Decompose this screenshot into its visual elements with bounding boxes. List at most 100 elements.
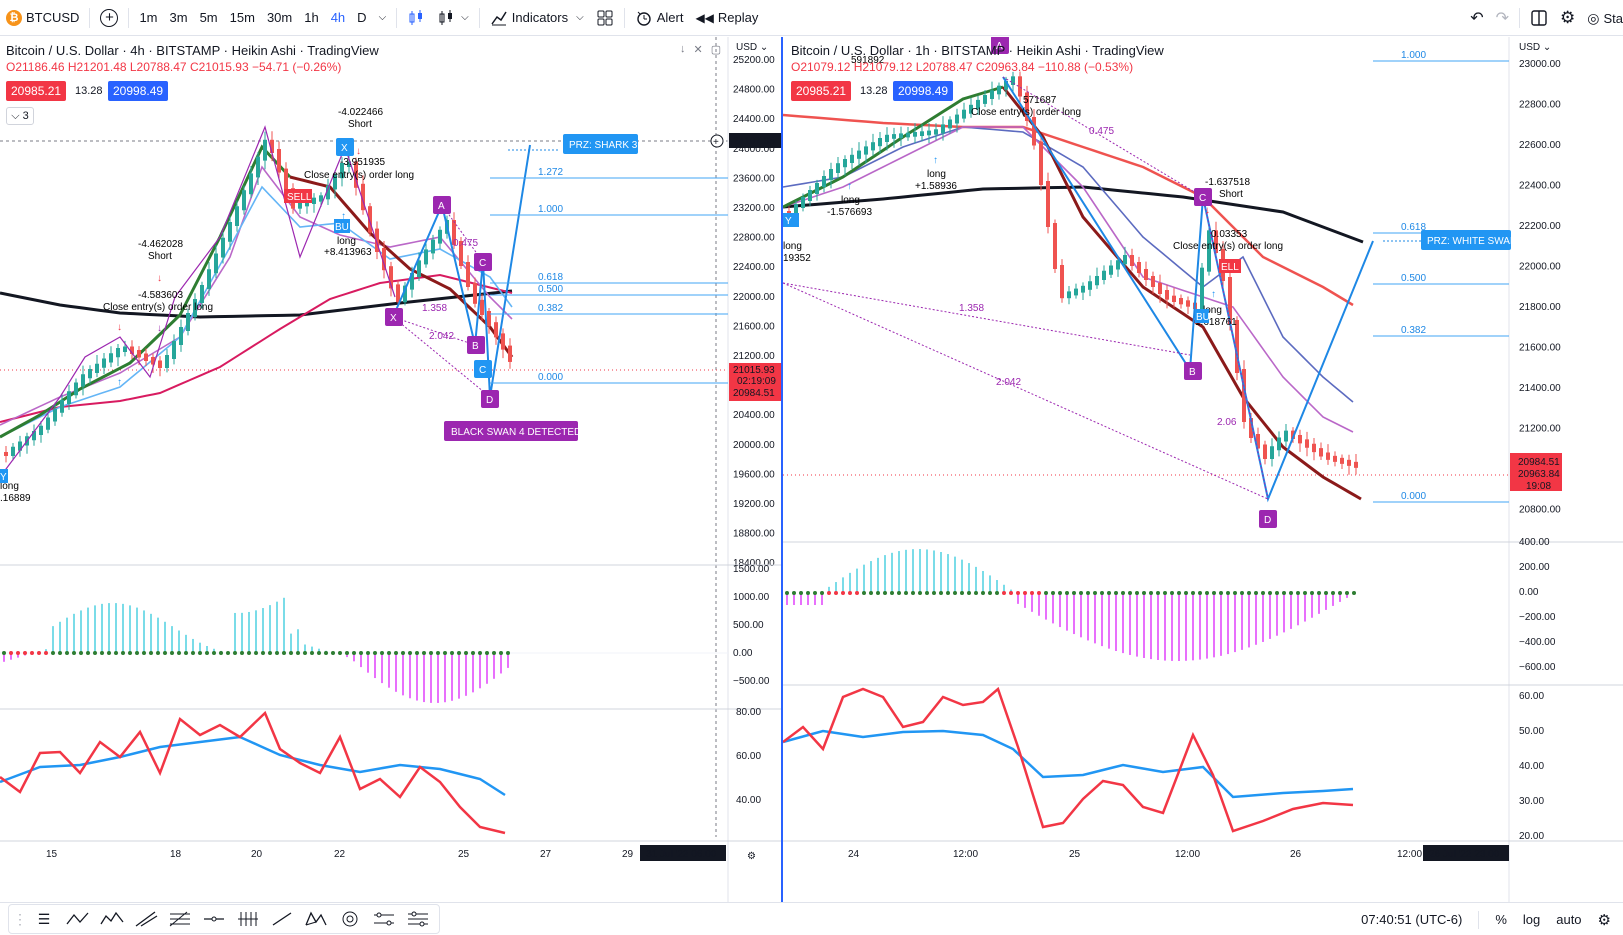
bar-style-button[interactable] bbox=[401, 0, 431, 36]
left-collapse-button[interactable]: ⌵ 3 bbox=[6, 107, 34, 125]
chart-pane-right[interactable]: USD ⌄ 23000.00 22800.00 22600.00 22400.00 222… bbox=[783, 37, 1623, 902]
sell-tag: SELL bbox=[287, 192, 312, 203]
time-axis-tick: 20 bbox=[251, 849, 263, 860]
settings-gear-icon[interactable]: ⚙ bbox=[1597, 911, 1611, 929]
xabcd-pattern-icon[interactable] bbox=[299, 906, 333, 932]
horizontal-line-icon[interactable] bbox=[197, 906, 231, 932]
trend-red-line bbox=[1001, 86, 1362, 501]
trade-annotation: Close entry(s) order long bbox=[1173, 241, 1283, 252]
arrow-down-icon[interactable]: ↓ bbox=[680, 43, 686, 55]
elliott-wave-icon[interactable] bbox=[95, 906, 129, 932]
settings-button[interactable]: ⚙ bbox=[1554, 0, 1581, 36]
start-label: Sta bbox=[1603, 10, 1623, 26]
left-candle bbox=[130, 346, 134, 354]
macd-signal-dot bbox=[492, 651, 496, 655]
macd-signal-dot bbox=[1212, 591, 1216, 595]
macd-signal-dot bbox=[890, 591, 894, 595]
pane-divider[interactable] bbox=[781, 37, 783, 902]
macd-axis-tick: −400.00 bbox=[1519, 637, 1556, 648]
interval-dropdown-button[interactable]: ⌵ bbox=[373, 0, 393, 36]
left-buy-button[interactable]: 20998.49 bbox=[108, 81, 169, 101]
macd-signal-dot bbox=[1226, 591, 1230, 595]
macd-signal-dot bbox=[191, 651, 195, 655]
chart-pane-left[interactable]: USD ⌄ 25200.00 24800.00 24400.00 24000.00 236… bbox=[0, 37, 781, 902]
interval-1m[interactable]: 1m bbox=[133, 0, 163, 36]
left-candle bbox=[466, 262, 470, 287]
date-range-icon[interactable] bbox=[401, 906, 435, 932]
left-sell-button[interactable]: 20985.21 bbox=[6, 81, 67, 101]
macd-signal-dot bbox=[177, 651, 181, 655]
fib-fan-icon[interactable] bbox=[163, 906, 197, 932]
undo-button[interactable]: ↶ bbox=[1464, 0, 1489, 36]
macd-signal-dot bbox=[254, 651, 258, 655]
right-candle bbox=[864, 146, 868, 155]
interval-15m[interactable]: 15m bbox=[224, 0, 261, 36]
chart-type-button[interactable]: ⌵ bbox=[431, 0, 475, 36]
clock-time[interactable]: 07:40:51 (UTC-6) bbox=[1361, 912, 1463, 927]
macd-signal-dot bbox=[1016, 591, 1020, 595]
trade-annotation: Short bbox=[1219, 189, 1243, 200]
fib-level-label: 0.618 bbox=[538, 272, 563, 283]
interval-3m[interactable]: 3m bbox=[164, 0, 194, 36]
drag-handle-icon[interactable]: ⋮ bbox=[13, 910, 27, 927]
percent-toggle[interactable]: % bbox=[1495, 912, 1507, 927]
close-icon[interactable]: ✕ bbox=[693, 44, 703, 56]
right-chart-canvas[interactable]: USD ⌄ 23000.00 22800.00 22600.00 22400.00 222… bbox=[783, 37, 1623, 902]
buy-arrow-icon: ↑ bbox=[1211, 289, 1216, 300]
compare-symbol-button[interactable]: + bbox=[94, 0, 124, 36]
indicators-icon bbox=[491, 11, 507, 25]
log-toggle[interactable]: log bbox=[1522, 912, 1541, 927]
layout-button[interactable] bbox=[1524, 0, 1554, 36]
interval-5m[interactable]: 5m bbox=[194, 0, 224, 36]
right-sell-button[interactable]: 20985.21 bbox=[791, 81, 852, 101]
right-candle bbox=[1025, 92, 1029, 121]
templates-button[interactable] bbox=[590, 0, 620, 36]
interval-30m[interactable]: 30m bbox=[261, 0, 298, 36]
menu-icon[interactable]: ☰ bbox=[37, 910, 51, 927]
macd-signal-dot bbox=[946, 591, 950, 595]
right-buy-button[interactable]: 20998.49 bbox=[893, 81, 954, 101]
left-candle bbox=[102, 358, 106, 368]
macd-signal-dot bbox=[813, 591, 817, 595]
interval-1h[interactable]: 1h bbox=[298, 0, 324, 36]
interval-d[interactable]: D bbox=[351, 0, 372, 36]
abcd-pattern-icon[interactable] bbox=[61, 906, 95, 932]
vertical-lines-icon[interactable] bbox=[231, 906, 265, 932]
price-axis-tick: 21600.00 bbox=[1519, 343, 1561, 354]
left-candle bbox=[81, 374, 85, 387]
parallel-channel-icon[interactable] bbox=[367, 906, 401, 932]
right-candle bbox=[1130, 255, 1134, 266]
fib-level-label: 0.618 bbox=[1401, 222, 1426, 233]
right-candle bbox=[1319, 448, 1323, 457]
interval-4h[interactable]: 4h bbox=[325, 0, 351, 36]
ratio-line bbox=[1002, 76, 1204, 198]
macd-signal-dot bbox=[394, 651, 398, 655]
macd-signal-dot bbox=[1317, 591, 1321, 595]
alert-button[interactable]: Alert bbox=[629, 0, 690, 36]
auto-toggle[interactable]: auto bbox=[1556, 912, 1582, 927]
left-candle bbox=[263, 139, 267, 161]
macd-signal-dot bbox=[1247, 591, 1251, 595]
candles-icon bbox=[409, 9, 423, 25]
pitchfork-icon[interactable] bbox=[129, 906, 163, 932]
redo-button[interactable]: ↷ bbox=[1490, 0, 1515, 36]
macd-signal-dot bbox=[149, 651, 153, 655]
trade-annotation: .16889 bbox=[0, 493, 31, 504]
start-button[interactable]: ◎ Sta bbox=[1581, 0, 1623, 36]
right-candle bbox=[878, 138, 882, 147]
right-candle bbox=[808, 190, 812, 201]
fib-spiral-icon[interactable] bbox=[333, 906, 367, 932]
replay-button[interactable]: ◀◀ Replay bbox=[689, 0, 764, 36]
right-candle bbox=[1172, 295, 1176, 302]
symbol-search-button[interactable]: ₿ BTCUSD bbox=[0, 0, 85, 36]
maximize-icon[interactable]: ▢ bbox=[710, 44, 722, 56]
left-candle bbox=[375, 228, 379, 252]
rsi-axis-tick: 40.00 bbox=[736, 795, 761, 806]
left-chart-canvas[interactable]: USD ⌄25200.0024800.0024400.0024000.00236… bbox=[0, 37, 781, 902]
trend-line-icon[interactable] bbox=[265, 906, 299, 932]
indicators-button[interactable]: Indicators ⌵ bbox=[484, 0, 590, 36]
left-candle bbox=[67, 391, 71, 404]
ratio-label: 2.042 bbox=[429, 331, 454, 342]
macd-signal-dot bbox=[156, 651, 160, 655]
macd-signal-dot bbox=[429, 651, 433, 655]
